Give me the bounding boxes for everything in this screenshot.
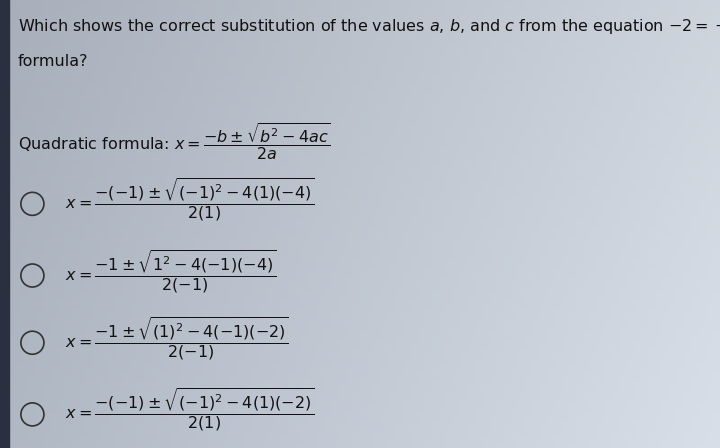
Text: $x = \dfrac{-1 \pm \sqrt{1^2 - 4(-1)(-4)}}{2(-1)}$: $x = \dfrac{-1 \pm \sqrt{1^2 - 4(-1)(-4)… <box>65 248 276 294</box>
Text: $x = \dfrac{-1 \pm \sqrt{(1)^2 - 4(-1)(-2)}}{2(-1)}$: $x = \dfrac{-1 \pm \sqrt{(1)^2 - 4(-1)(-… <box>65 315 289 362</box>
Text: formula?: formula? <box>18 54 89 69</box>
Text: $x = \dfrac{-(-1) \pm \sqrt{(-1)^2 - 4(1)(-2)}}{2(1)}$: $x = \dfrac{-(-1) \pm \sqrt{(-1)^2 - 4(1… <box>65 387 315 433</box>
Bar <box>0 0 9 448</box>
Text: Which shows the correct substitution of the values $a$, $b$, and $c$ from the eq: Which shows the correct substitution of … <box>18 16 720 37</box>
Text: Quadratic formula: $x = \dfrac{-b \pm \sqrt{b^2 - 4ac}}{2a}$: Quadratic formula: $x = \dfrac{-b \pm \s… <box>18 121 331 162</box>
Text: $x = \dfrac{-(-1) \pm \sqrt{(-1)^2 - 4(1)(-4)}}{2(1)}$: $x = \dfrac{-(-1) \pm \sqrt{(-1)^2 - 4(1… <box>65 176 315 223</box>
